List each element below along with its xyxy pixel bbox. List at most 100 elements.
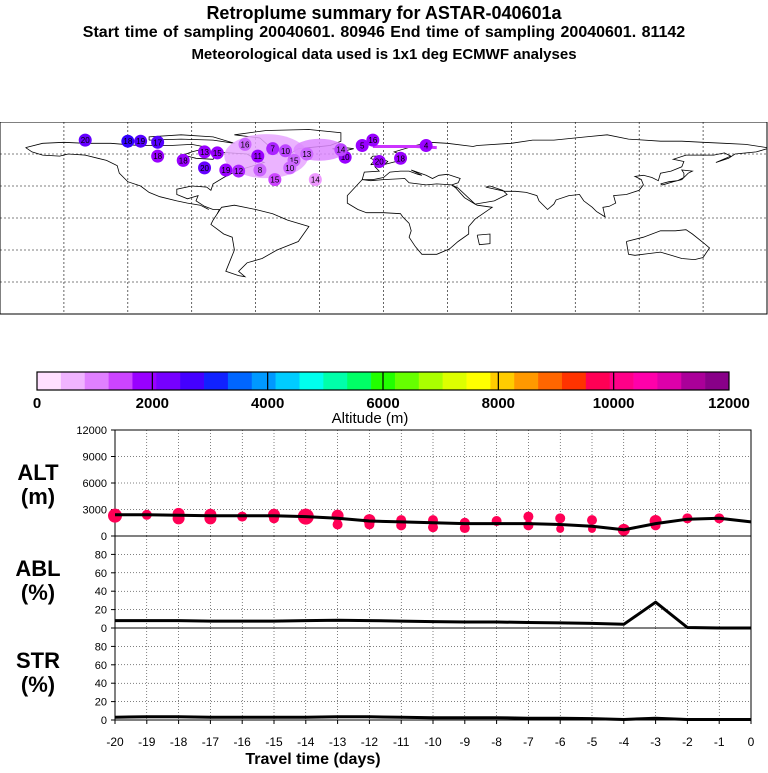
x-tick-label: -15 (265, 735, 283, 749)
x-tick-label: -5 (587, 735, 598, 749)
x-tick-label: -19 (138, 735, 156, 749)
plume-cluster-marker (308, 173, 322, 187)
plume-cluster-text: 18 (123, 137, 132, 146)
y-tick-label: 40 (95, 586, 107, 598)
colorbar-cell (585, 372, 610, 390)
altitude-marker (523, 511, 534, 522)
x-tick-label: -1 (714, 735, 725, 749)
plume-cluster-marker (121, 134, 135, 148)
map-graticule (0, 122, 767, 314)
altitude-marker (332, 519, 343, 530)
altitude-marker (204, 512, 217, 525)
plume-cluster-text: 20 (375, 157, 384, 166)
altitude-marker (587, 515, 597, 526)
colorbar-cell (490, 372, 515, 390)
plume-cluster-marker (219, 163, 233, 177)
colorbar-cell (347, 372, 372, 390)
coastline (362, 148, 768, 218)
panel-abl: 0 20 40 60 80 ABL(%) (15, 535, 752, 635)
plume-cluster-marker (366, 133, 380, 147)
y-tick-label: 12000 (76, 425, 107, 437)
plume-cluster-marker (278, 144, 292, 158)
y-tick-label: 0 (101, 715, 107, 727)
x-tick-label: -8 (491, 735, 502, 749)
colorbar-cell (108, 372, 133, 390)
y-tick-label: 6000 (83, 478, 107, 490)
plume-cluster-text: 10 (341, 153, 350, 162)
y-tick-label: 3000 (83, 505, 107, 517)
colorbar-cell (132, 372, 157, 390)
plume-cluster-label: 10 (278, 144, 292, 158)
y-axis-label: STR (16, 648, 60, 673)
colorbar-cell (633, 372, 658, 390)
y-axis-unit: (m) (21, 484, 55, 509)
y-axis-label: ALT (17, 460, 59, 485)
colorbar-cell (251, 372, 276, 390)
plume-cluster-text: 18 (396, 154, 405, 163)
plume-cluster-marker (283, 161, 297, 175)
plume-cluster-text: 19 (136, 137, 145, 146)
coastline (626, 229, 711, 261)
plume-cluster-text: 20 (200, 164, 209, 173)
plume-cluster-text: 15 (290, 156, 299, 165)
plume-cluster-label: 16 (238, 137, 252, 151)
sampling-times: Start time of sampling 20040601. 80946 E… (82, 24, 686, 41)
plume-cluster-text: 17 (153, 138, 162, 147)
plume-cluster-label: 11 (251, 149, 265, 163)
plume-cluster-label: 20 (372, 154, 386, 168)
x-tick-label: -3 (650, 735, 661, 749)
y-tick-label: 80 (95, 549, 107, 561)
coastline (361, 134, 768, 180)
colorbar-cell (84, 372, 109, 390)
plume-cluster-marker (151, 135, 165, 149)
colorbar-tick-label: 2000 (136, 395, 169, 412)
colorbar-cell (442, 372, 467, 390)
colorbar-tick-label: 8000 (482, 395, 515, 412)
colorbar-cell (705, 372, 730, 390)
y-tick-label: 60 (95, 660, 107, 672)
plume-cluster-marker (419, 138, 433, 152)
colorbar-tick-label: 0 (33, 395, 41, 412)
plume-cluster-label: 15 (210, 146, 224, 160)
plume-cluster-label: 16 (366, 133, 380, 147)
plume-cluster-marker (210, 146, 224, 160)
colorbar-cell (394, 372, 420, 390)
altitude-marker (428, 522, 438, 533)
plume-cluster-marker (238, 137, 252, 151)
colorbar-cell (466, 372, 491, 390)
chart-title: Retroplume summary for ASTAR-040601a (206, 3, 562, 23)
y-tick-label: 0 (101, 531, 107, 543)
x-tick-label: -7 (523, 735, 534, 749)
colorbar-tick-label: 10000 (593, 395, 635, 412)
plume-cluster-marker (251, 149, 265, 163)
plume-cluster-label: 5 (355, 138, 369, 152)
plume-cluster-label: 13 (300, 147, 314, 161)
altitude-colorbar: 0 2000 4000 6000 8000 10000 12000 Altitude (m) (33, 371, 750, 427)
x-tick-label: -10 (424, 735, 442, 749)
plume-cluster-label: 18 (176, 153, 190, 167)
plume-cluster-marker (300, 147, 314, 161)
x-tick-label: -14 (297, 735, 315, 749)
colorbar-tick-label: 4000 (251, 395, 284, 412)
plume-cluster-label: 17 (151, 135, 165, 149)
colorbar-cell (180, 372, 205, 390)
plume-cluster-text: 11 (254, 152, 263, 161)
plume-cluster-text: 16 (368, 136, 377, 145)
colorbar-cell (657, 372, 682, 390)
colorbar-cell (156, 372, 181, 390)
plume-cluster-marker (134, 134, 148, 148)
plume-cluster-text: 13 (302, 150, 311, 159)
colorbar-tick-label: 12000 (708, 395, 750, 412)
plume-cluster-label: 19 (219, 163, 233, 177)
y-tick-label: 9000 (83, 452, 107, 464)
plume-cluster-label: 18 (394, 151, 408, 165)
plume-cluster-marker (232, 164, 246, 178)
plume-cluster-text: 10 (281, 147, 290, 156)
x-tick-label: -6 (555, 735, 566, 749)
plume-cluster-label: 19 (134, 134, 148, 148)
colorbar-cell (227, 372, 253, 390)
colorbar-cell (418, 372, 443, 390)
plume-cluster-text: 19 (221, 166, 230, 175)
y-axis-unit: (%) (21, 580, 55, 605)
